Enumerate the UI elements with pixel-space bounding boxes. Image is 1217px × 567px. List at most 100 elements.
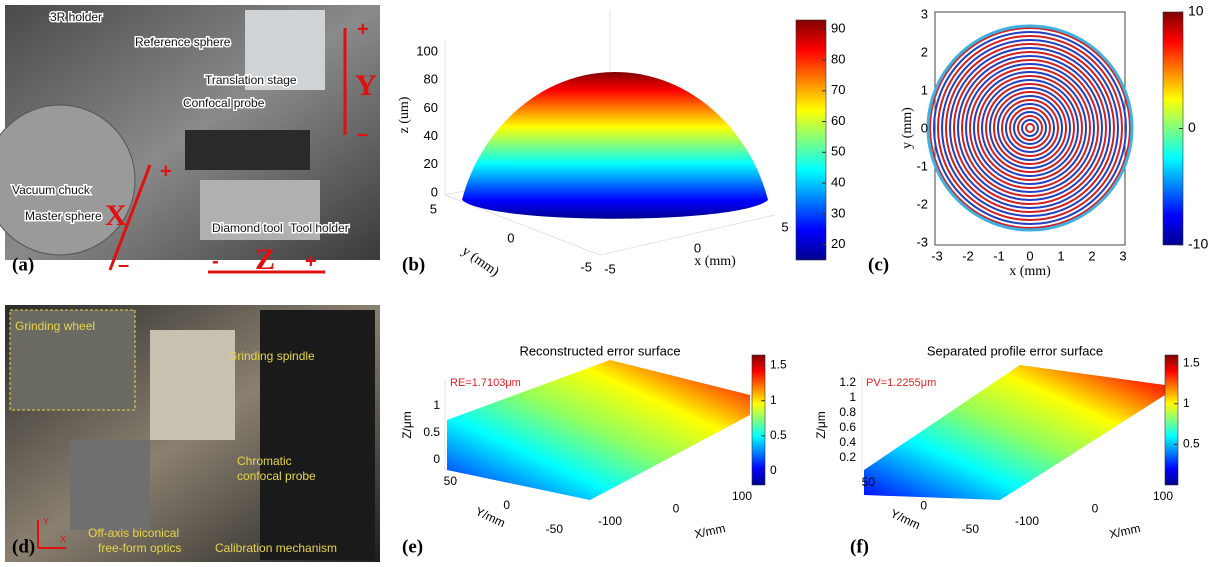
annotation: RE=1.7103μm [450,377,521,389]
ring-pattern [926,24,1134,232]
colorbar-tick-label: -10 [1188,236,1208,252]
tick-label: 0.8 [839,405,856,419]
title: Reconstructed error surface [519,343,680,358]
optics [70,440,150,530]
panel-tag: (d) [12,536,35,557]
tick-label: 0 [1092,502,1099,516]
colorbar-tick-label: 0 [770,463,777,477]
x-axis-label: x (mm) [694,254,736,269]
tick-label: 0 [431,184,438,199]
label: free-form optics [98,541,181,555]
probe [185,130,310,170]
label: Tool holder [290,221,349,235]
ring [929,27,1131,229]
axis-line [444,194,601,256]
panel-a: 3R holder Reference sphere Translation s… [0,5,380,276]
error-surface [864,365,1165,500]
stage [245,10,325,90]
colorbar-tick-label: 80 [831,51,845,66]
panel-tag: (a) [12,254,34,275]
label: Off-axis biconical [88,526,179,540]
tick-label: 0 [920,499,927,513]
tick-label: 80 [424,72,438,87]
ring [965,63,1095,193]
tick-label: 20 [424,156,438,171]
tick-label: 0 [503,498,510,512]
label: Grinding spindle [228,349,315,363]
ring [1021,119,1039,137]
colorbar-tick-label: 1 [770,393,777,407]
annotation: PV=1.2255μm [866,377,936,389]
colorbar [795,19,827,261]
label: Master sphere [25,209,102,223]
spindle [150,330,235,440]
ring [1001,99,1059,157]
tick-label: 0 [694,240,701,255]
panel-e: Reconstructed error surface RE=1.7103μm … [400,343,750,557]
ring [945,43,1115,213]
ring [969,67,1091,189]
label: Vacuum chuck [12,183,91,197]
x-axis-label: x (mm) [1009,264,1051,279]
sign: – [357,123,368,145]
colorbar-tick-label: 10 [1188,3,1204,19]
tick-label: 0 [921,120,928,135]
label: Chromatic [237,454,292,468]
tick-label: 100 [1153,489,1173,503]
panel-tag: (c) [868,254,889,275]
error-surface [447,360,750,500]
tick-label: 0.4 [839,435,856,449]
tick-label: 0 [433,452,440,466]
sign: - [212,250,219,272]
colorbar-tick-label: 50 [831,144,845,159]
tick-label: 1 [921,82,928,97]
tick-label: -3 [931,248,943,263]
tick-label: -3 [916,234,928,249]
ring [1025,123,1035,133]
axis-label: X [105,199,127,232]
y-axis-label: y (mm) [459,244,502,280]
tick-label: 5 [781,219,788,234]
dome-surface [462,72,768,219]
label: confocal probe [237,469,316,483]
tick-label: 0.6 [839,420,856,434]
tick-label: -2 [916,196,928,211]
tick-label: -100 [1015,514,1039,528]
tick-label: 1 [433,398,440,412]
colorbar-tick-label: 1 [1183,396,1190,410]
y-axis-label: y (mm) [900,107,915,149]
colorbar-tick-label: 20 [831,236,845,251]
colorbar-tick-label: 1.5 [1183,355,1200,369]
label: 3R holder [50,10,102,24]
tick-label: -1 [916,158,928,173]
colorbar-tick-label: 0 [1188,119,1196,135]
tick-label: 2 [1088,248,1095,263]
ring [957,55,1103,201]
z-axis-label: Z/μm [400,411,414,439]
tick-label: 50 [444,474,458,488]
title: Separated profile error surface [927,343,1103,358]
tick-label: 1.2 [839,375,856,389]
label: Calibration mechanism [215,541,337,555]
sign: + [305,250,317,272]
axis-label: X [60,534,66,544]
panel-tag: (b) [402,254,425,275]
panel-tag: (e) [402,536,423,557]
chuck [0,104,136,256]
axis-label: Y [355,69,377,102]
colorbar-tick-label: 70 [831,82,845,97]
tick-label: -5 [580,259,592,274]
tick-label: 100 [416,43,438,58]
panel-tag: (f) [850,536,869,557]
ring [1009,107,1051,149]
ring [953,51,1107,205]
y-axis-label: Y/mm [888,506,922,532]
label: Diamond tool [212,221,283,235]
tick-label: 1 [849,390,856,404]
arrow [108,164,152,271]
colorbar-tick-label: 40 [831,175,845,190]
tick-label: 60 [424,100,438,115]
ring [1017,115,1043,141]
ring [989,87,1071,169]
tick-label: -1 [993,248,1005,263]
